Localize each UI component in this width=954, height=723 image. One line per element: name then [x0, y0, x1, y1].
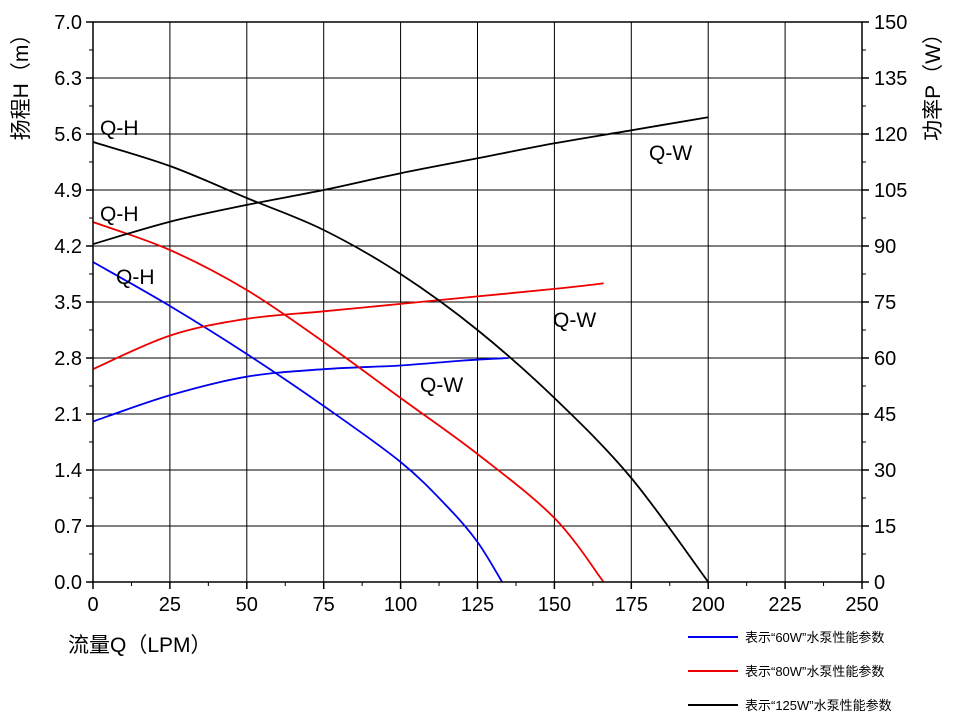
x-tick-label: 25: [159, 594, 181, 616]
qw-label-60w: Q-W: [420, 374, 463, 397]
qw-curve-125w: [92, 116, 709, 245]
x-tick-label: 75: [313, 594, 335, 616]
x-tick-label: 200: [692, 594, 725, 616]
legend-label-80w: 表示“80W”水泵性能参数: [745, 664, 884, 679]
x-tick-label: 0: [87, 594, 98, 616]
legend-label-60w: 表示“60W”水泵性能参数: [745, 630, 884, 645]
y-right-tick-label: 120: [874, 124, 907, 146]
x-tick-label: 100: [384, 594, 417, 616]
y-left-tick-label: 2.1: [54, 404, 82, 426]
qh-curve-60w: [92, 261, 503, 583]
x-tick-label: 175: [615, 594, 648, 616]
y-left-axis-title: 扬程H（m）: [10, 24, 33, 141]
y-left-tick-label: 6.3: [54, 68, 82, 90]
y-right-tick-label: 45: [874, 404, 896, 426]
x-tick-label: 250: [845, 594, 878, 616]
qh-curve-125w: [92, 141, 709, 583]
x-tick-label: 125: [461, 594, 494, 616]
legend: 表示“60W”水泵性能参数 表示“80W”水泵性能参数 表示“125W”水泵性能…: [688, 630, 892, 713]
qw-label-125w: Q-W: [649, 142, 692, 165]
x-tick-label: 150: [538, 594, 571, 616]
y-right-tick-label: 105: [874, 180, 907, 202]
y-left-tick-label: 3.5: [54, 292, 82, 314]
y-right-tick-label: 0: [874, 572, 885, 594]
qw-curve-60w: [92, 357, 509, 423]
y-right-tick-label: 90: [874, 236, 896, 258]
y-left-tick-label: 7.0: [54, 12, 82, 34]
y-right-tick-label: 15: [874, 516, 896, 538]
qw-curve-80w: [92, 282, 604, 371]
y-left-tick-label: 1.4: [54, 460, 82, 482]
y-left-tick-label: 4.2: [54, 236, 82, 258]
y-left-tick-label: 2.8: [54, 348, 82, 370]
y-right-axis-title: 功率P（W）: [922, 23, 945, 141]
y-right-tick-label: 75: [874, 292, 896, 314]
x-tick-label: 50: [236, 594, 258, 616]
legend-label-125w: 表示“125W”水泵性能参数: [745, 698, 892, 713]
y-right-tick-label: 60: [874, 348, 896, 370]
y-right-tick-label: 135: [874, 68, 907, 90]
y-left-tick-label: 5.6: [54, 124, 82, 146]
y-left-tick-label: 4.9: [54, 180, 82, 202]
x-axis-title: 流量Q（LPM）: [68, 634, 212, 657]
grid: [93, 22, 862, 582]
qh-label-80w: Q-H: [100, 203, 139, 226]
series-layer: [92, 116, 709, 583]
x-tick-label: 225: [768, 594, 801, 616]
y-left-tick-label: 0.7: [54, 516, 82, 538]
qh-curve-80w: [92, 221, 605, 583]
y-right-tick-label: 150: [874, 12, 907, 34]
ticks: [86, 21, 869, 589]
qw-label-80w: Q-W: [553, 309, 596, 332]
y-right-tick-label: 30: [874, 460, 896, 482]
qh-label-60w: Q-H: [116, 266, 155, 289]
y-left-tick-label: 0.0: [54, 572, 82, 594]
qh-label-125w: Q-H: [100, 117, 139, 140]
